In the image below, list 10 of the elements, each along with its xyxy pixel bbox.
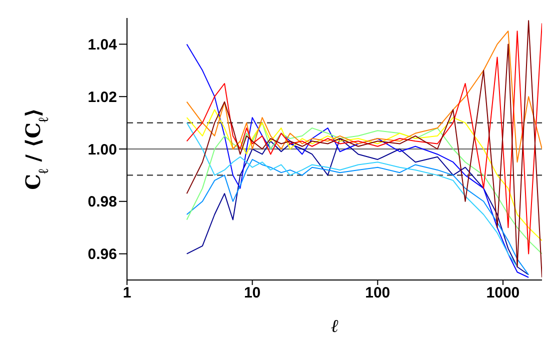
x-tick-label: 1000 [486, 284, 520, 302]
x-tick-label: 10 [244, 284, 261, 302]
y-tick-label: 0.96 [88, 246, 117, 264]
x-tick-label: 1 [122, 284, 132, 302]
x-axis-title: ℓ [330, 316, 339, 337]
y-tick-label: 1.00 [88, 141, 117, 158]
y-tick-label: 0.98 [88, 194, 117, 211]
x-tick-label: 100 [365, 284, 390, 302]
y-tick-label: 1.02 [88, 88, 117, 106]
y-tick-label: 1.04 [88, 36, 118, 54]
